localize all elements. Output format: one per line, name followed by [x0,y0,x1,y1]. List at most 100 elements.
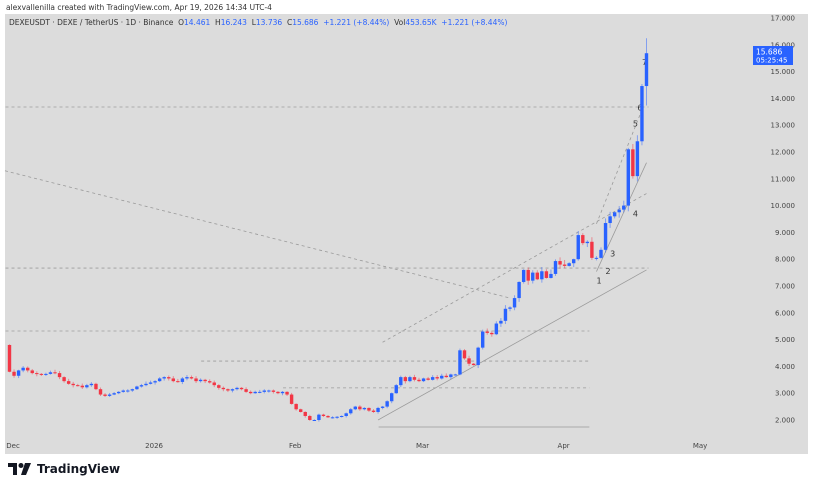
candle [39,373,44,376]
candle [358,405,362,411]
candle-body [585,241,590,244]
candle-body [562,264,567,266]
candle [144,381,148,387]
candle [35,371,39,377]
candle-body [203,379,207,382]
candle [590,237,594,260]
candle [57,370,62,380]
candle [167,375,171,381]
candle-body [103,394,107,396]
candle-body [476,347,480,366]
candle-body [21,367,25,371]
candle-body [226,389,230,391]
candle [362,407,367,411]
close-label: C [286,18,293,27]
candle [412,374,417,382]
candle-body [603,223,608,250]
candle [230,388,235,393]
price-tick-label: 11.000 [771,175,796,183]
wave-label: 1 [596,276,601,285]
candle-body [89,383,94,386]
candle-body [185,377,189,379]
candle-body [258,391,262,393]
price-tick-label: 5.000 [775,336,795,344]
candle [417,377,421,383]
candle-body [198,379,203,382]
close-value: 15.686 [292,18,319,27]
candle [517,281,521,302]
price-tick-label: 3.000 [775,390,795,398]
symbol-name[interactable]: DEXEUSDT · DEXE / TetherUS · 1D · Binanc… [9,18,174,27]
candle-body [253,391,257,394]
candle-body [362,407,367,410]
candle-body [481,331,485,348]
time-tick-label: 2026 [145,442,163,450]
candle [226,388,230,393]
candle [503,305,508,325]
candle [153,380,157,385]
candle [490,331,494,337]
candle [440,373,444,380]
wave-label: 5 [633,120,638,129]
price-tick-label: 14.000 [771,95,796,103]
candle-body [71,383,75,386]
price-tick-label: 13.000 [771,122,796,130]
candle-body [230,389,235,391]
candle-body [135,386,139,390]
candle-body [417,379,421,382]
candle [26,366,30,373]
candle-body [171,378,175,382]
high-value: 16.243 [220,18,247,27]
price-tick-label: 16.000 [771,41,796,49]
candle-body [549,273,553,278]
candle [7,344,12,373]
candle [198,378,203,383]
candle-body [444,375,448,378]
candle [408,375,412,383]
tradingview-logo[interactable]: TradingView [8,462,120,476]
candle [267,389,271,393]
candle-body [371,410,376,412]
candle-body [622,205,626,210]
candle-body [289,394,294,404]
candle-body [221,387,226,390]
candle-body [572,259,576,264]
candle-body [144,383,148,386]
brand-name: TradingView [37,462,121,476]
candle-body [30,370,34,374]
candle [494,321,499,336]
price-axis: 17.000 16.000 15.000 14.000 13.000 12.000 11.0… [771,15,796,425]
candle-body [98,389,103,395]
candle-body [126,390,130,392]
candle [631,143,635,179]
time-tick-label: Feb [289,442,302,450]
candle [353,405,357,411]
candle [126,389,130,393]
candle [321,413,326,417]
candle [299,408,303,413]
candle-body [576,235,580,260]
candle-body [62,377,66,382]
candle-body [35,373,39,375]
candle [289,392,294,405]
candle-body [608,216,612,224]
candle [44,372,48,377]
time-tick-label: Dec [6,442,20,450]
candle-body [435,377,439,379]
candle-body [94,383,98,390]
candle [421,377,426,383]
time-tick-label: Mar [416,442,429,450]
candle [80,383,84,390]
candle-body [612,212,617,217]
candle-body [462,350,467,359]
candle [508,306,512,312]
candle [349,407,353,415]
candle-body [248,391,253,394]
candle [85,383,89,389]
candle-body [180,378,185,382]
candle-body [526,269,530,281]
candle-body [376,407,380,412]
candle [12,369,16,378]
candle-body [581,235,585,244]
